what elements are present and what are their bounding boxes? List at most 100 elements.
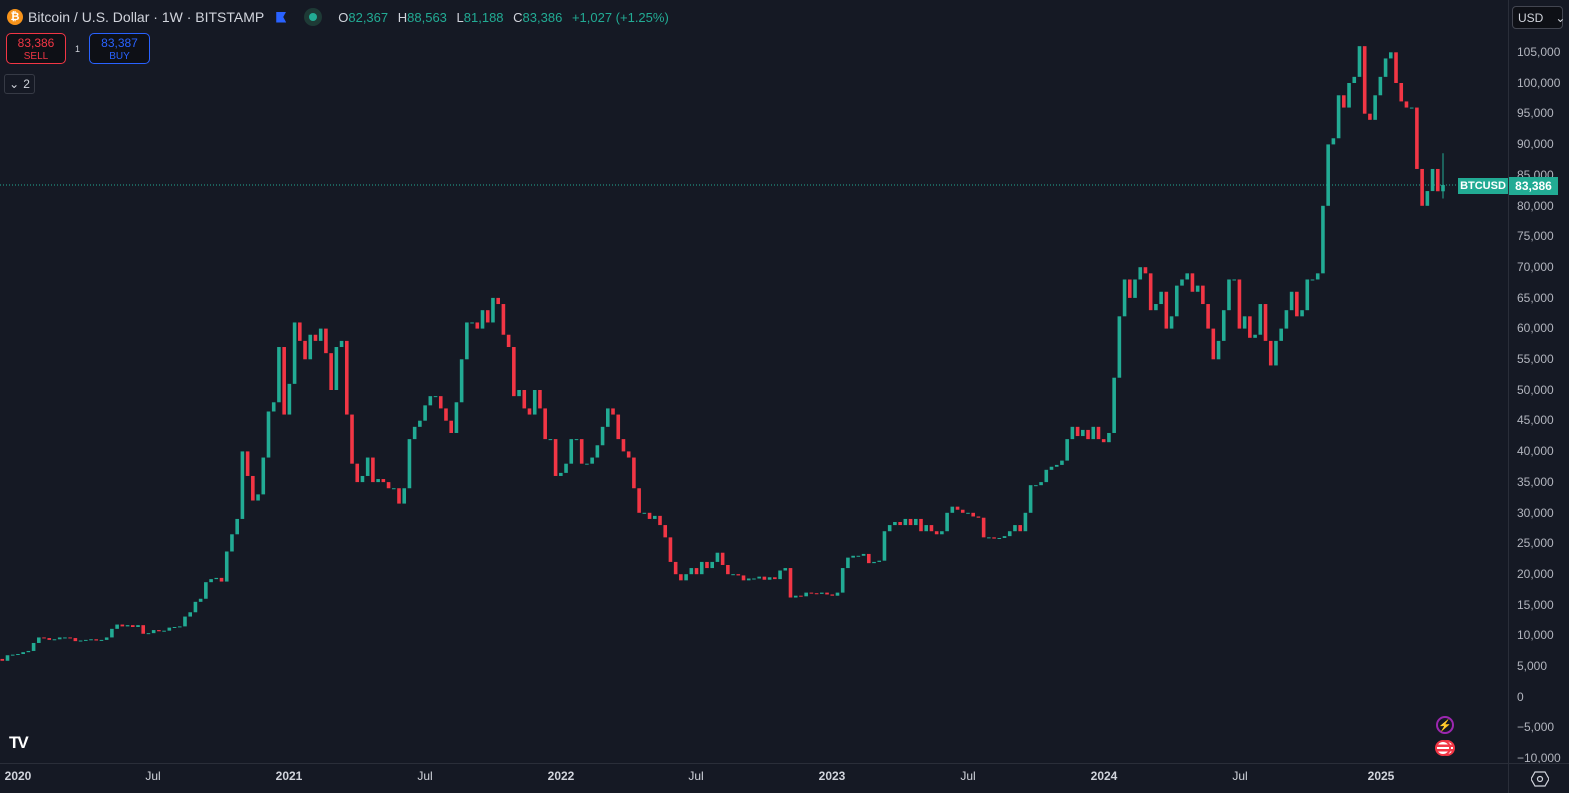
candle bbox=[240, 451, 245, 519]
buy-button[interactable]: 83,387 BUY bbox=[89, 33, 151, 64]
settings-icon[interactable] bbox=[1530, 770, 1549, 787]
candle bbox=[1315, 273, 1320, 280]
time-tick-label: 2021 bbox=[275, 769, 303, 783]
candle bbox=[1253, 334, 1257, 338]
candle bbox=[840, 568, 845, 593]
indicators-toggle-button[interactable]: ⌄ 2 bbox=[4, 74, 35, 94]
candle bbox=[1357, 46, 1362, 77]
candle bbox=[726, 564, 730, 575]
candle bbox=[699, 561, 704, 575]
price-tick-label: 100,000 bbox=[1517, 75, 1561, 90]
candle bbox=[1034, 485, 1038, 487]
tradingview-logo[interactable]: TV bbox=[9, 733, 29, 752]
sell-button[interactable]: 83,386 SELL bbox=[6, 33, 66, 64]
candle bbox=[574, 439, 579, 441]
market-status-icon[interactable] bbox=[304, 8, 323, 26]
candle bbox=[585, 463, 589, 465]
flag-icon[interactable] bbox=[276, 11, 287, 23]
candle bbox=[438, 396, 443, 409]
symbol-title[interactable]: Bitcoin / U.S. Dollar · 1W · BITSTAMP bbox=[28, 9, 265, 25]
candle bbox=[637, 488, 641, 513]
candlestick-chart[interactable] bbox=[0, 0, 1508, 763]
candle bbox=[1148, 273, 1153, 311]
time-axis[interactable] bbox=[0, 763, 1508, 793]
candle bbox=[1122, 279, 1127, 317]
candle bbox=[1347, 83, 1351, 108]
candle bbox=[1232, 279, 1236, 281]
candle bbox=[913, 518, 918, 526]
candle bbox=[141, 625, 146, 634]
last-price-label: 83,386 bbox=[1509, 177, 1558, 195]
candle bbox=[945, 512, 949, 532]
candle bbox=[934, 531, 939, 535]
candle bbox=[94, 639, 99, 641]
candle bbox=[809, 592, 814, 594]
price-axis[interactable] bbox=[1508, 0, 1569, 763]
candle bbox=[1013, 525, 1017, 532]
candle bbox=[282, 347, 286, 415]
lightning-event-icon[interactable]: ⚡ bbox=[1436, 716, 1454, 734]
candle bbox=[647, 512, 652, 519]
candle bbox=[151, 630, 156, 634]
us-flag-event-icon[interactable] bbox=[1435, 740, 1457, 758]
candle bbox=[224, 551, 229, 582]
candle bbox=[1185, 273, 1190, 280]
price-tick-label: 45,000 bbox=[1517, 413, 1554, 428]
candle bbox=[10, 654, 15, 656]
candle bbox=[940, 531, 944, 535]
candle bbox=[1060, 460, 1064, 465]
candle bbox=[1284, 310, 1289, 329]
candle bbox=[924, 525, 929, 532]
price-tick-label: −5,000 bbox=[1517, 720, 1555, 735]
candle bbox=[1190, 273, 1195, 292]
candle bbox=[1326, 144, 1330, 206]
candle bbox=[287, 383, 292, 415]
candle bbox=[757, 576, 761, 579]
candle bbox=[245, 451, 250, 476]
candle bbox=[31, 642, 36, 651]
candle bbox=[663, 525, 668, 538]
candle bbox=[689, 568, 694, 575]
candle bbox=[1274, 340, 1278, 366]
candle bbox=[861, 553, 866, 556]
candle bbox=[564, 463, 568, 473]
candle bbox=[454, 402, 459, 433]
candle bbox=[1352, 76, 1357, 83]
candle bbox=[496, 297, 500, 305]
bitcoin-icon: ₿ bbox=[7, 9, 23, 25]
candle bbox=[955, 506, 960, 510]
candle bbox=[1268, 340, 1273, 366]
candle bbox=[668, 537, 673, 562]
candle bbox=[762, 576, 767, 580]
candle bbox=[345, 340, 349, 415]
candle bbox=[57, 637, 62, 640]
candle bbox=[365, 457, 370, 476]
candle bbox=[919, 518, 923, 532]
candle bbox=[475, 322, 480, 329]
ohlc-legend: O82,367 H88,563 L81,188 C83,386 +1,027 (… bbox=[338, 9, 669, 25]
candle bbox=[418, 420, 422, 427]
candle bbox=[84, 639, 88, 641]
candle bbox=[1394, 52, 1398, 83]
candle bbox=[1368, 113, 1372, 120]
candle bbox=[997, 537, 1002, 539]
price-tick-label: 70,000 bbox=[1517, 259, 1554, 274]
candle bbox=[407, 439, 412, 489]
currency-select[interactable]: USD ⌄ bbox=[1512, 6, 1565, 29]
settings-corner[interactable] bbox=[1508, 763, 1569, 793]
candle bbox=[230, 534, 234, 552]
candle bbox=[16, 654, 20, 656]
candle bbox=[386, 482, 391, 489]
candle bbox=[1399, 83, 1404, 102]
price-tick-label: 0 bbox=[1517, 689, 1524, 704]
price-tick-label: 60,000 bbox=[1517, 321, 1554, 336]
candle bbox=[21, 652, 25, 655]
price-tick-label: 65,000 bbox=[1517, 290, 1554, 305]
candle bbox=[1409, 107, 1414, 109]
candle bbox=[903, 518, 908, 526]
candle bbox=[715, 552, 720, 562]
candle bbox=[1300, 310, 1304, 317]
candle bbox=[1420, 168, 1424, 206]
candle bbox=[1221, 310, 1226, 341]
price-tick-label: 90,000 bbox=[1517, 137, 1554, 152]
